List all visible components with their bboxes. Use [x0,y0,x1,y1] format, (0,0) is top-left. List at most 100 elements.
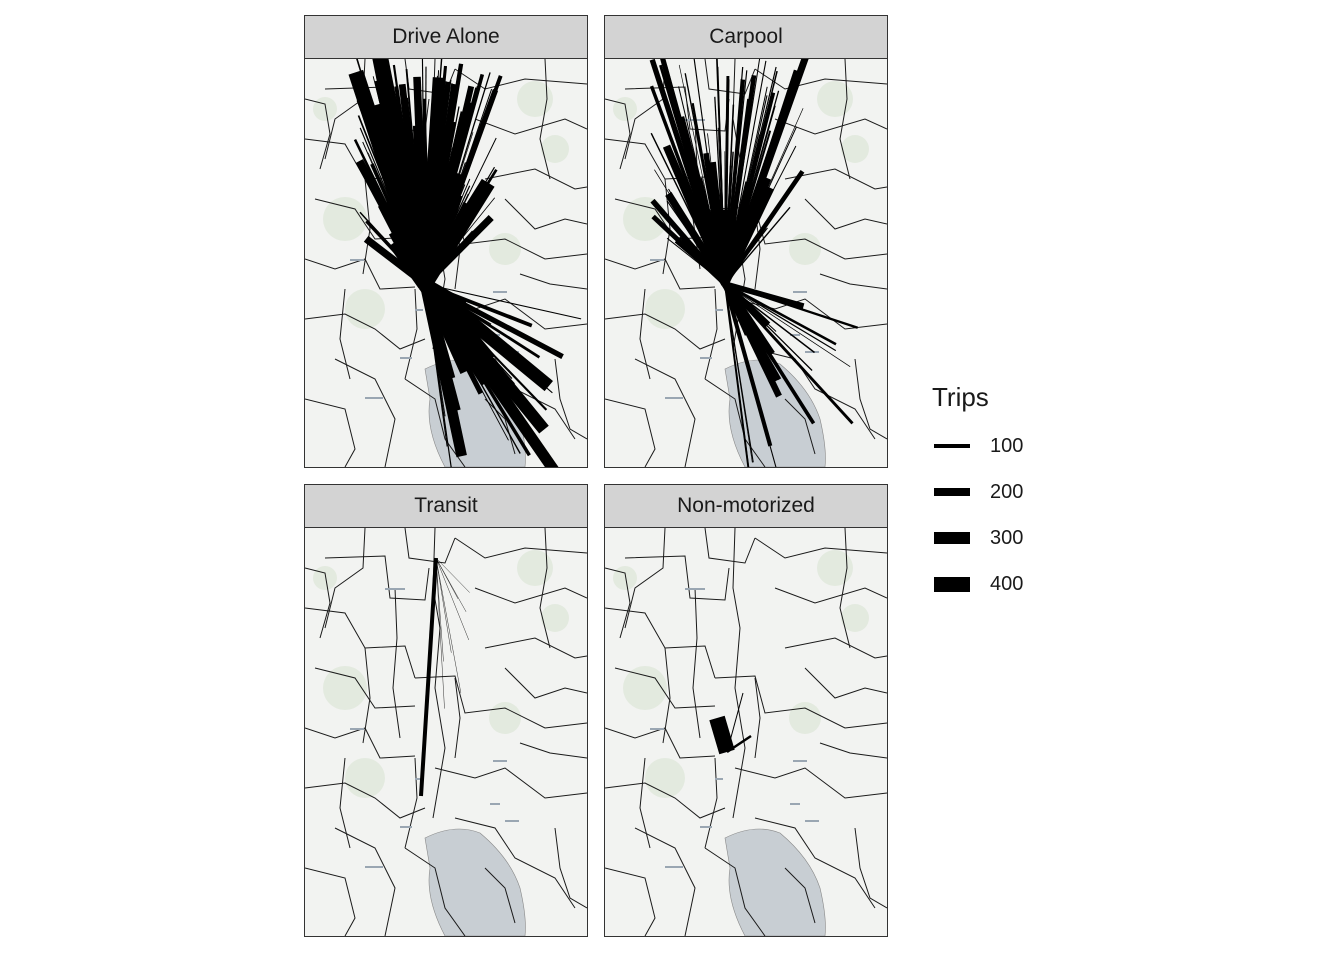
district-boundary [605,567,631,639]
flow-line [726,734,752,754]
flow-line [424,137,497,285]
district-boundary [404,757,418,849]
district-boundary [704,288,718,380]
map-non-motorized [604,528,888,937]
district-boundary [484,637,587,659]
place-label-mark [493,291,507,293]
district-boundary [784,398,816,455]
district-boundary [305,782,426,819]
flow-line [724,90,795,285]
district-boundary [305,313,426,350]
park-area [817,81,853,117]
district-boundary [305,567,331,639]
line-width-swatch [934,532,970,544]
flow-line [726,692,744,753]
park-area [541,604,569,632]
flow-line [724,282,837,346]
park-area [841,604,869,632]
legend: Trips 100 200 300 400 [932,382,1092,607]
flow-line [709,715,735,755]
panel-carpool: Carpool [604,15,888,468]
flow-line [674,240,726,285]
map-canvas [305,59,587,467]
panel-label: Transit [414,494,478,517]
park-area [345,289,385,329]
panel-transit: Transit [304,484,588,937]
district-boundary [334,827,396,936]
district-boundary [362,647,371,744]
legend-item: 400 [932,561,1092,607]
place-label-mark [790,803,800,805]
district-boundary [454,677,461,759]
flow-line [724,104,735,285]
flow-line [424,98,436,285]
district-boundary [692,587,701,739]
district-boundary [605,398,656,467]
place-label-mark [350,728,364,730]
flow-line [424,81,447,285]
district-boundary [819,273,887,290]
lake-water [424,828,526,936]
flow-line [423,281,564,359]
district-boundary [605,98,631,170]
place-label-mark [415,309,423,311]
district-boundary [605,867,656,936]
district-boundary [804,667,887,699]
district-boundary [854,827,887,909]
map-canvas [605,59,887,467]
flow-line [419,557,438,797]
district-boundary [454,817,576,909]
flow-line [424,102,448,285]
line-width-swatch [934,576,970,592]
flow-line [424,283,582,320]
district-boundary [434,767,587,799]
park-area [313,566,337,590]
district-boundary [314,667,416,709]
flow-line [723,75,730,285]
flow-line [420,280,559,467]
district-boundary [704,847,766,936]
line-width-swatch [934,488,970,496]
district-boundary [484,398,516,455]
district-boundary [454,68,587,90]
place-label-mark [805,351,819,353]
district-boundary [754,677,761,759]
place-label-mark [665,397,683,399]
district-boundary [754,537,887,559]
flow-line [435,557,462,694]
flow-line [424,283,448,447]
park-area [541,135,569,163]
flow-line [708,161,729,285]
place-label-mark [365,397,383,399]
place-label-mark [365,866,383,868]
district-boundary [754,348,876,440]
district-boundary [362,178,371,275]
place-label-mark [715,309,723,311]
map-transit [304,528,588,937]
park-area [489,233,521,265]
district-boundary [839,59,851,180]
place-label-mark [793,760,807,762]
flow-line [724,227,768,285]
district-boundary [324,528,366,629]
district-boundary [839,528,851,649]
district-boundary [854,358,887,440]
flow-line [659,64,727,285]
park-area [323,197,367,241]
legend-item: 300 [932,515,1092,561]
legend-title: Trips [932,382,989,412]
panel-label: Drive Alone [392,25,500,48]
district-boundary [754,68,887,90]
place-label-mark [700,357,712,359]
park-area [817,550,853,586]
district-boundary [504,198,587,230]
park-area [789,233,821,265]
district-boundary [605,313,726,350]
district-boundary [504,667,587,699]
flow-line [724,283,750,467]
place-label-mark [805,820,819,822]
park-area [613,566,637,590]
line-width-swatch [934,444,970,448]
map-drive-alone [304,59,588,468]
district-boundary [784,867,816,924]
